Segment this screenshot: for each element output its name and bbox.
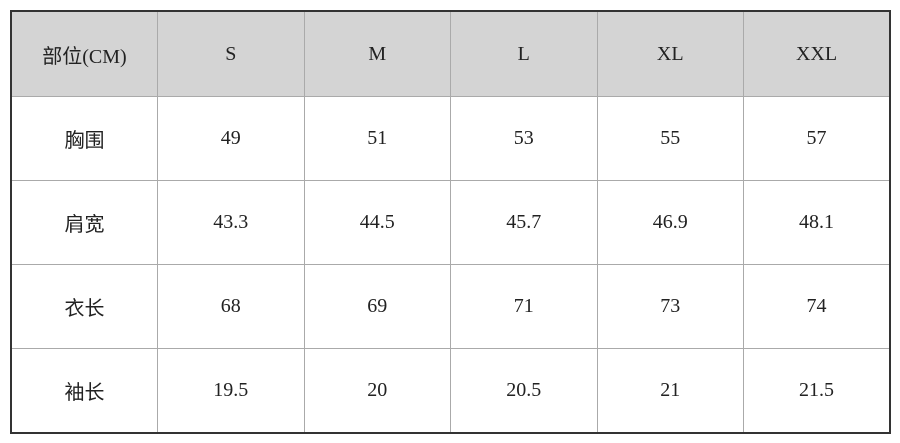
table-cell: 43.3	[157, 180, 305, 265]
header-cell: M	[303, 10, 451, 97]
table-cell: 73	[596, 264, 744, 349]
header-cell: L	[450, 10, 598, 97]
table-row: 袖长 19.5 20 20.5 21 21.5	[10, 348, 891, 434]
row-label: 胸围	[10, 96, 158, 181]
table-cell: 21	[596, 348, 744, 434]
header-cell: XL	[596, 10, 744, 97]
table-cell: 51	[303, 96, 451, 181]
table-cell: 21.5	[743, 348, 891, 434]
row-label: 肩宽	[10, 180, 158, 265]
table-cell: 19.5	[157, 348, 305, 434]
table-row: 肩宽 43.3 44.5 45.7 46.9 48.1	[10, 180, 891, 265]
table-cell: 49	[157, 96, 305, 181]
row-label: 衣长	[10, 264, 158, 349]
table-row: 衣长 68 69 71 73 74	[10, 264, 891, 349]
table-cell: 44.5	[303, 180, 451, 265]
row-label: 袖长	[10, 348, 158, 434]
table-cell: 53	[450, 96, 598, 181]
table-cell: 20.5	[450, 348, 598, 434]
table-cell: 20	[303, 348, 451, 434]
table-cell: 48.1	[743, 180, 891, 265]
header-cell: XXL	[743, 10, 891, 97]
table-cell: 68	[157, 264, 305, 349]
table-cell: 55	[596, 96, 744, 181]
table-cell: 46.9	[596, 180, 744, 265]
table-cell: 71	[450, 264, 598, 349]
table-row: 胸围 49 51 53 55 57	[10, 96, 891, 181]
table-cell: 74	[743, 264, 891, 349]
header-row: 部位(CM) S M L XL XXL	[10, 10, 891, 97]
header-cell: S	[157, 10, 305, 97]
table-cell: 45.7	[450, 180, 598, 265]
size-chart: 部位(CM) S M L XL XXL 胸围 49 51 53 55 57 肩宽 43.3 44.5 45.…	[10, 10, 891, 434]
table-cell: 69	[303, 264, 451, 349]
header-cell: 部位(CM)	[10, 10, 158, 97]
table-cell: 57	[743, 96, 891, 181]
size-table: 部位(CM) S M L XL XXL 胸围 49 51 53 55 57 肩宽 43.3 44.5 45.…	[10, 10, 891, 434]
